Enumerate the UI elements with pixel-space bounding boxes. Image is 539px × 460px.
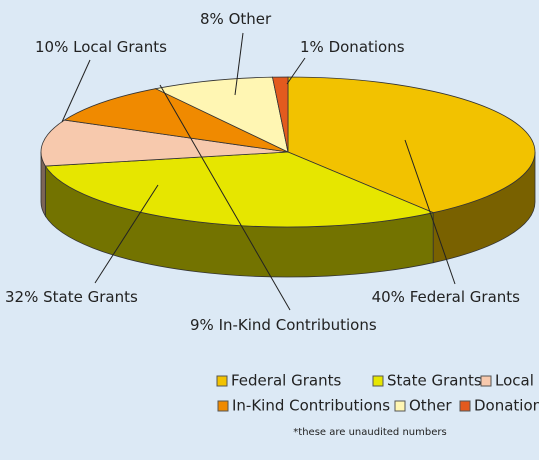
slice-value-label: 10%: [35, 38, 68, 56]
slice-value-label: 40%: [372, 288, 405, 306]
slice: [287, 76, 536, 214]
slice-label: 10% Local Grants: [35, 38, 167, 56]
slice-label: 8% Other: [200, 10, 272, 28]
leader-line: [234, 32, 244, 96]
slice-label: 32% State Grants: [5, 288, 138, 306]
slice-category-label: In-Kind Contributions: [219, 316, 377, 334]
footnote: *these are unaudited numbers: [293, 427, 446, 438]
legend-label: Federal Grants: [231, 372, 341, 390]
legend-swatch: [217, 400, 229, 412]
slice-value-label: 1%: [300, 38, 324, 56]
legend-swatch: [372, 375, 384, 387]
leader-line: [286, 57, 306, 85]
slice-category-label: Federal Grants: [410, 288, 520, 306]
slice: [44, 151, 435, 228]
slice-label: 1% Donations: [300, 38, 405, 56]
slice-category-label: Donations: [329, 38, 405, 56]
legend-swatch: [216, 375, 228, 387]
legend-swatch: [394, 400, 406, 412]
slice: [272, 76, 289, 153]
slice: [63, 88, 289, 153]
slice-category-label: Other: [229, 10, 272, 28]
legend-swatch: [459, 400, 471, 412]
slice-label: 40% Federal Grants: [372, 288, 521, 306]
slice-value-label: 8%: [200, 10, 224, 28]
legend-swatch: [480, 375, 492, 387]
legend-label: State Grants: [387, 372, 482, 390]
legend-label: Other: [409, 397, 452, 415]
leader-line: [159, 84, 291, 311]
leader-line: [94, 184, 159, 284]
slice: [40, 119, 289, 167]
legend-label: Local Grants: [495, 372, 539, 390]
leader-line: [404, 139, 456, 285]
slice-label: 9% In-Kind Contributions: [190, 316, 377, 334]
slice: [154, 76, 289, 153]
slice-category-label: State Grants: [43, 288, 138, 306]
slice-value-label: 9%: [190, 316, 214, 334]
legend-label: Donations: [474, 397, 539, 415]
legend-label: In-Kind Contributions: [232, 397, 390, 415]
slice-value-label: 32%: [5, 288, 38, 306]
leader-line: [61, 59, 91, 123]
slice-category-label: Local Grants: [73, 38, 167, 56]
